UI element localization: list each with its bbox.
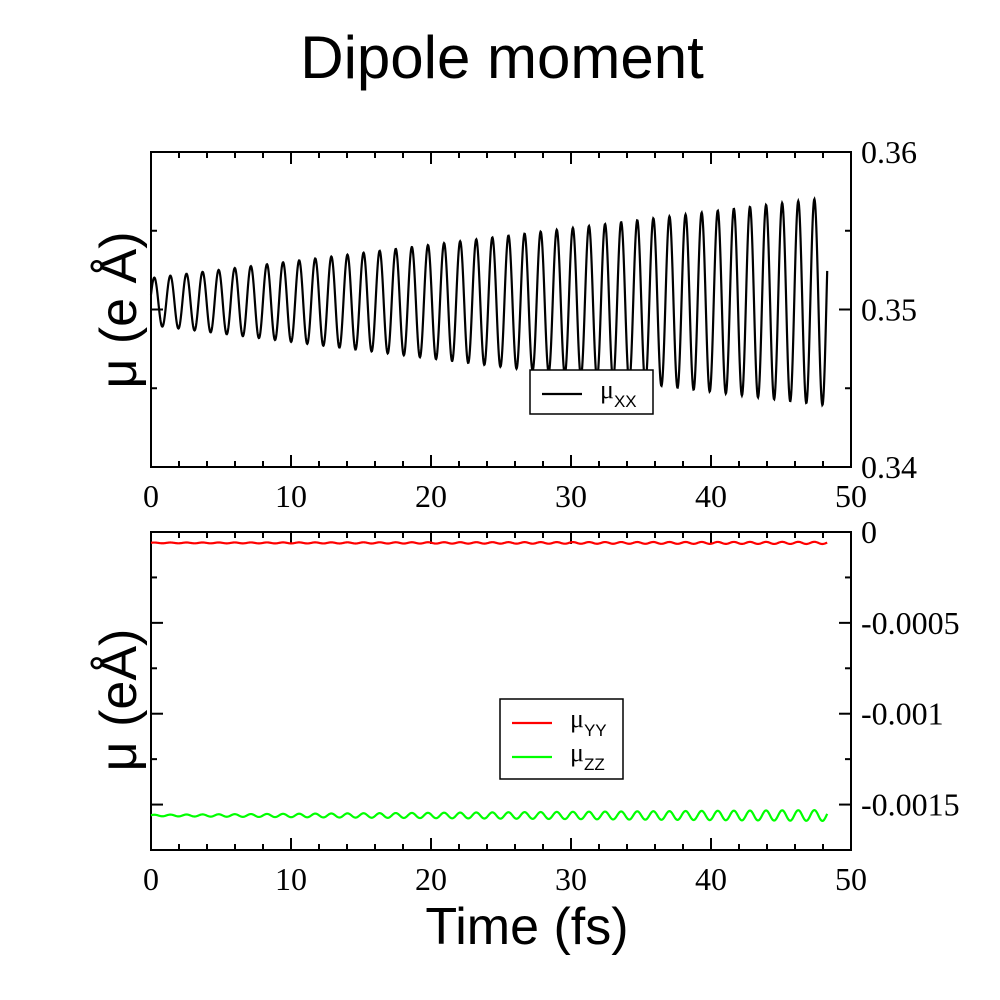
y-tick-label: -0.0005 — [861, 605, 960, 641]
x-tick-label: 50 — [835, 478, 867, 514]
top-panel-mu-xx: 0 10 20 30 40 500.340.350.36μ (e Å)μXX — [90, 134, 917, 514]
y-axis-title: μ (eÅ) — [90, 629, 148, 772]
x-tick-label: 0 — [143, 478, 159, 514]
x-tick-label: 40 — [695, 478, 727, 514]
legend-label-subscript: XX — [614, 392, 637, 411]
y-tick-label: 0.35 — [861, 292, 917, 328]
y-tick-label: 0.34 — [861, 449, 917, 485]
x-tick-label: 10 — [275, 861, 307, 897]
x-tick-label: 20 — [415, 861, 447, 897]
legend-label-subscript: ZZ — [584, 755, 605, 774]
x-tick-label: 30 — [555, 478, 587, 514]
series-line-yy — [150, 540, 828, 546]
legend-box — [529, 369, 654, 415]
legend-label-subscript: YY — [584, 721, 607, 740]
x-axis-title: Time (fs) — [425, 898, 628, 956]
figure-title: Dipole moment — [300, 24, 704, 91]
series-line-zz — [150, 808, 829, 823]
x-tick-label: 50 — [835, 861, 867, 897]
y-tick-label: 0.36 — [861, 134, 917, 170]
legend-box — [499, 698, 624, 780]
series-line-xx — [149, 196, 829, 408]
y-tick-label: 0 — [861, 514, 877, 550]
y-tick-label: -0.001 — [861, 696, 944, 732]
x-tick-label: 10 — [275, 478, 307, 514]
x-tick-label: 40 — [695, 861, 727, 897]
x-tick-label: 0 — [143, 861, 159, 897]
bottom-panel-mu-yy-zz: 0 10 20 30 40 50 0 -0.0005 -0.001 -0.0015 μ (eÅ) Ti… — [90, 514, 960, 956]
x-tick-label: 20 — [415, 478, 447, 514]
plot-frame — [150, 531, 852, 851]
y-tick-label: -0.0015 — [861, 787, 960, 823]
x-tick-label: 30 — [555, 861, 587, 897]
y-axis-title: μ (e Å) — [90, 231, 148, 388]
